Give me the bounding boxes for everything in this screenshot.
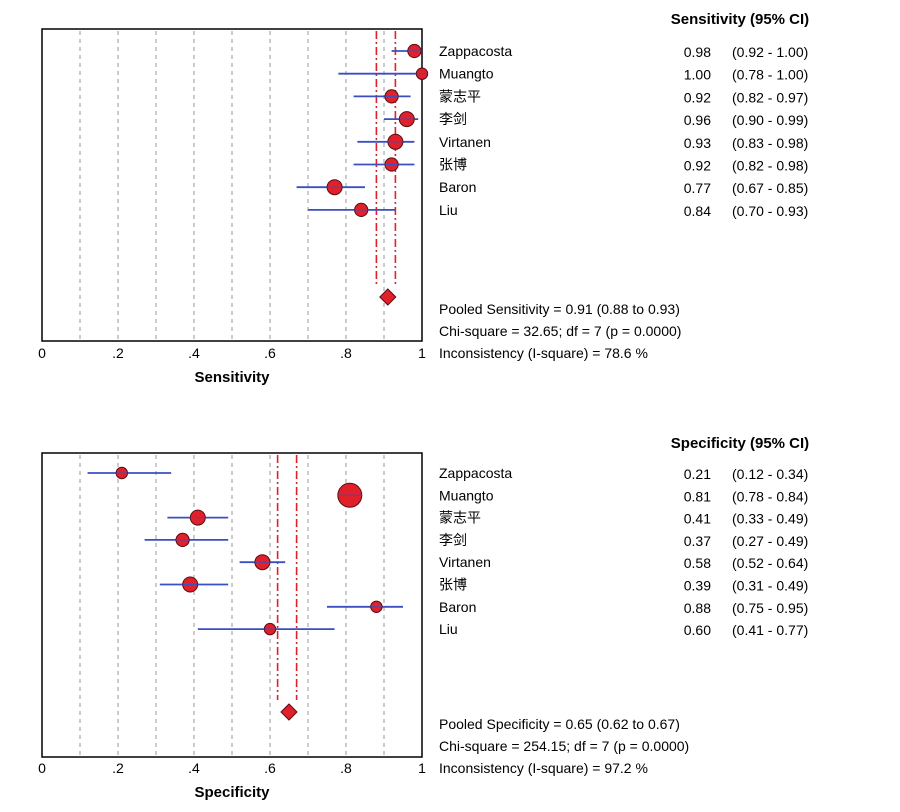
p1-study-name: Baron (439, 599, 476, 615)
p0-x-tick-label: .8 (340, 345, 352, 361)
p0-study-ci-text: (0.82 - 0.97) (732, 89, 808, 105)
p0-study-name: 蒙志平 (439, 88, 481, 104)
p1-x-tick-label: .8 (340, 760, 352, 776)
p0-summary-line: Pooled Sensitivity = 0.91 (0.88 to 0.93) (439, 301, 680, 317)
p1-study-ci-text: (0.75 - 0.95) (732, 600, 808, 616)
p1-study-estimate: 0.37 (684, 533, 711, 549)
p1-study-ci-text: (0.52 - 0.64) (732, 555, 808, 571)
p1-pooled-diamond (280, 703, 298, 721)
p0-column-header: Sensitivity (95% CI) (671, 11, 809, 28)
p1-study-ci-text: (0.31 - 0.49) (732, 578, 808, 594)
p0-study-estimate: 0.77 (684, 180, 711, 196)
p0-x-tick-label: .4 (188, 345, 200, 361)
p1-study-estimate: 0.41 (684, 511, 711, 527)
p0-study-estimate: 0.93 (684, 135, 711, 151)
p1-study-name: Muangto (439, 487, 494, 503)
p0-study-name: Liu (439, 202, 458, 218)
p1-study-name: 蒙志平 (439, 510, 481, 526)
p0-summary-line: Inconsistency (I-square) = 78.6 % (439, 345, 648, 361)
p0-study-name: Zappacosta (439, 43, 512, 59)
p0-study-name: Baron (439, 179, 476, 195)
p0-x-tick-label: 1 (418, 345, 426, 361)
p1-study-name: Virtanen (439, 554, 491, 570)
p1-x-tick-label: .2 (112, 760, 124, 776)
p0-study-ci-text: (0.70 - 0.93) (732, 203, 808, 219)
p1-study-ci-text: (0.33 - 0.49) (732, 511, 808, 527)
p0-study-ci-text: (0.92 - 1.00) (732, 44, 808, 60)
p0-study-estimate: 0.98 (684, 44, 711, 60)
p1-summary-line: Pooled Specificity = 0.65 (0.62 to 0.67) (439, 716, 680, 732)
p0-study-estimate: 0.84 (684, 203, 711, 219)
p0-study-ci-text: (0.78 - 1.00) (732, 67, 808, 83)
p1-column-header: Specificity (95% CI) (671, 435, 809, 452)
p0-study-name: 李剑 (439, 111, 467, 127)
p1-x-axis-label: Specificity (194, 784, 270, 801)
p0-plot-frame (41, 28, 423, 342)
p1-study-estimate: 0.88 (684, 600, 711, 616)
p1-study-name: Zappacosta (439, 465, 512, 481)
p0-x-tick-label: 0 (38, 345, 46, 361)
p1-study-ci-text: (0.41 - 0.77) (732, 622, 808, 638)
p1-x-tick-label: .6 (264, 760, 276, 776)
p1-x-tick-label: 0 (38, 760, 46, 776)
p1-plot-frame (41, 452, 423, 758)
p0-pooled-diamond (379, 288, 397, 306)
p0-study-estimate: 0.96 (684, 112, 711, 128)
p0-x-axis-label: Sensitivity (194, 369, 270, 386)
p1-study-estimate: 0.21 (684, 466, 711, 482)
p0-study-name: Muangto (439, 66, 494, 82)
p1-study-ci-text: (0.78 - 0.84) (732, 488, 808, 504)
p0-x-tick-label: .2 (112, 345, 124, 361)
p1-study-estimate: 0.58 (684, 555, 711, 571)
p1-study-estimate: 0.81 (684, 488, 711, 504)
p1-summary-line: Chi-square = 254.15; df = 7 (p = 0.0000) (439, 738, 689, 754)
p0-study-estimate: 0.92 (684, 158, 711, 174)
p1-study-ci-text: (0.27 - 0.49) (732, 533, 808, 549)
p0-study-ci-text: (0.82 - 0.98) (732, 158, 808, 174)
p0-study-ci-text: (0.90 - 0.99) (732, 112, 808, 128)
p1-study-ci-text: (0.12 - 0.34) (732, 466, 808, 482)
p0-x-tick-label: .6 (264, 345, 276, 361)
p0-study-ci-text: (0.83 - 0.98) (732, 135, 808, 151)
p1-study-estimate: 0.39 (684, 578, 711, 594)
p0-summary-line: Chi-square = 32.65; df = 7 (p = 0.0000) (439, 323, 681, 339)
p1-x-tick-label: .4 (188, 760, 200, 776)
p1-study-name: 李剑 (439, 532, 467, 548)
p0-study-name: Virtanen (439, 134, 491, 150)
p1-study-estimate: 0.60 (684, 622, 711, 638)
p1-study-name: Liu (439, 621, 458, 637)
p0-study-estimate: 0.92 (684, 89, 711, 105)
p0-study-estimate: 1.00 (684, 67, 711, 83)
p1-x-tick-label: 1 (418, 760, 426, 776)
p0-study-name: 张博 (439, 157, 467, 173)
p1-summary-line: Inconsistency (I-square) = 97.2 % (439, 760, 648, 776)
p1-study-name: 张博 (439, 577, 467, 593)
p0-study-ci-text: (0.67 - 0.85) (732, 180, 808, 196)
